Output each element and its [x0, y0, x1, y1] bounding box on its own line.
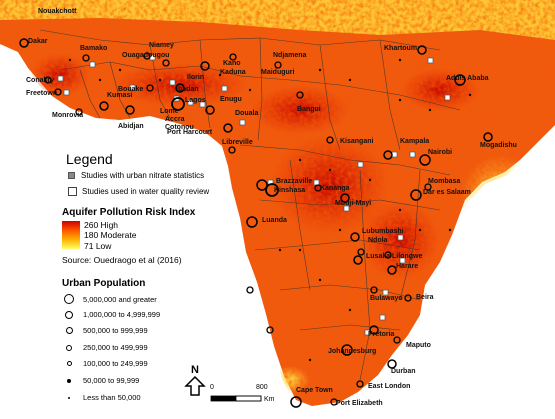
pop-class-row: 250,000 to 499,999 — [62, 343, 148, 352]
north-arrow: N — [184, 364, 206, 399]
scale-unit: Km — [264, 396, 275, 403]
pop-class-row: 5,000,000 and greater — [62, 294, 157, 304]
circle-sm-icon — [66, 344, 72, 351]
north-arrow-icon — [184, 375, 206, 396]
city-label: Enugu — [220, 96, 242, 103]
city-label: Dakar — [28, 38, 48, 45]
ramp-high-label: 260 High — [84, 220, 119, 230]
city-label: Niamey — [149, 42, 174, 49]
city-label: Kananga — [320, 185, 350, 192]
map-legend: Legend Studies with urban nitrate statis… — [60, 145, 210, 415]
circle-md-icon — [65, 327, 73, 334]
scale-mid: 800 — [256, 384, 268, 391]
city-label: Lubumbashi — [362, 228, 404, 235]
pop-class-label: 100,000 to 249,999 — [83, 359, 148, 368]
city-label: Nairobi — [428, 149, 453, 156]
scale-bar-graphic — [210, 395, 262, 402]
pop-class-label: 50,000 to 99,999 — [83, 376, 140, 385]
pop-class-label: 5,000,000 and greater — [83, 294, 157, 304]
pop-class-label: 1,000,000 to 4,999,999 — [83, 310, 161, 319]
city-label: Khartoum — [384, 45, 418, 52]
city-label: Port Harcourt — [167, 129, 213, 136]
dot-sm-icon — [68, 396, 70, 399]
city-label: East London — [368, 383, 411, 390]
city-label: Ouagadougou — [122, 52, 170, 59]
city-label: Abidjan — [118, 123, 144, 130]
city-label: Luanda — [262, 217, 287, 224]
city-label: Johannesburg — [328, 348, 377, 355]
pop-class-row: 50,000 to 99,999 — [62, 376, 139, 385]
city-label: Cotonou — [165, 124, 194, 131]
city-label: Ilorin — [187, 74, 205, 81]
city-label: Maiduguri — [261, 69, 295, 76]
small-square-icon — [68, 172, 75, 179]
city-label: Bouake — [118, 86, 144, 93]
color-ramp — [62, 221, 80, 249]
ramp-mid-label: 180 Moderate — [84, 230, 137, 240]
pop-class-label: 250,000 to 499,999 — [83, 343, 148, 352]
dot-md-icon — [67, 378, 71, 383]
circle-xl-icon — [64, 294, 74, 304]
population-title: Urban Population — [62, 278, 146, 289]
legend-water-review: Studies used in water quality review — [68, 187, 209, 196]
city-label: Brazzaville — [276, 178, 313, 185]
pop-class-row: Less than 50,000 — [62, 393, 141, 402]
city-label: Ndjamena — [273, 52, 307, 59]
city-label: Ibadan — [176, 86, 199, 93]
scale-zero: 0 — [210, 384, 214, 391]
city-label: Dar es Salaam — [423, 189, 471, 196]
city-label: Maputo — [406, 342, 431, 349]
city-label: Accra — [165, 116, 185, 123]
city-label: Bamako — [80, 45, 108, 52]
source-note: Source: Ouedraogo et al (2016) — [62, 255, 182, 265]
city-label: Bangui — [297, 106, 321, 113]
city-label: Mogadishu — [480, 142, 517, 149]
city-label: Nouakchott — [38, 8, 77, 15]
pop-class-label: Less than 50,000 — [83, 393, 141, 402]
city-label: Kisangani — [340, 138, 374, 145]
city-label: Bulawayo — [370, 295, 403, 302]
city-label: Monrovia — [52, 112, 84, 119]
city-label: Conakry — [26, 77, 55, 84]
open-square-icon — [68, 187, 77, 196]
city-label: Port Elizabeth — [336, 400, 383, 407]
circle-lg-icon — [65, 310, 73, 319]
city-label: Durban — [391, 368, 416, 375]
pop-class-label: 500,000 to 999,999 — [83, 326, 148, 335]
legend-water-review-label: Studies used in water quality review — [82, 187, 210, 196]
city-label: Harare — [396, 263, 419, 270]
city-label: Lome — [160, 108, 179, 115]
legend-urban-stats-label: Studies with urban nitrate statistics — [81, 171, 205, 180]
legend-urban-stats: Studies with urban nitrate statistics — [68, 171, 204, 180]
city-label: Freetown — [26, 90, 58, 97]
city-label: Mombasa — [428, 178, 461, 185]
city-label: Libreville — [222, 139, 253, 146]
ramp-low-label: 71 Low — [84, 241, 112, 251]
city-label: Mbuji-Mayi — [335, 200, 372, 207]
pop-class-row: 500,000 to 999,999 — [62, 326, 148, 335]
pop-class-row: 1,000,000 to 4,999,999 — [62, 310, 160, 319]
city-label: Kinshasa — [274, 187, 306, 194]
city-label: Lusaka — [366, 253, 391, 260]
circle-xs-icon — [66, 361, 72, 366]
city-label: Cape Town — [296, 387, 333, 394]
city-label: Addis Ababa — [446, 75, 489, 82]
city-label: Beira — [416, 294, 434, 301]
risk-index-title: Aquifer Pollution Risk Index — [62, 207, 196, 218]
city-label: Lagos — [185, 97, 206, 104]
city-label: Lilongwe — [392, 253, 423, 260]
city-label: Kaduna — [220, 69, 246, 76]
city-label: Ndola — [368, 237, 388, 244]
city-label: Douala — [235, 110, 259, 117]
pop-class-row: 100,000 to 249,999 — [62, 359, 148, 368]
legend-title: Legend — [66, 151, 113, 167]
north-label: N — [191, 364, 199, 376]
city-label: Kampala — [400, 138, 430, 145]
city-label: Kano — [223, 60, 241, 67]
city-label: Pretoria — [368, 331, 395, 338]
city-label: Kumasi — [107, 92, 133, 99]
